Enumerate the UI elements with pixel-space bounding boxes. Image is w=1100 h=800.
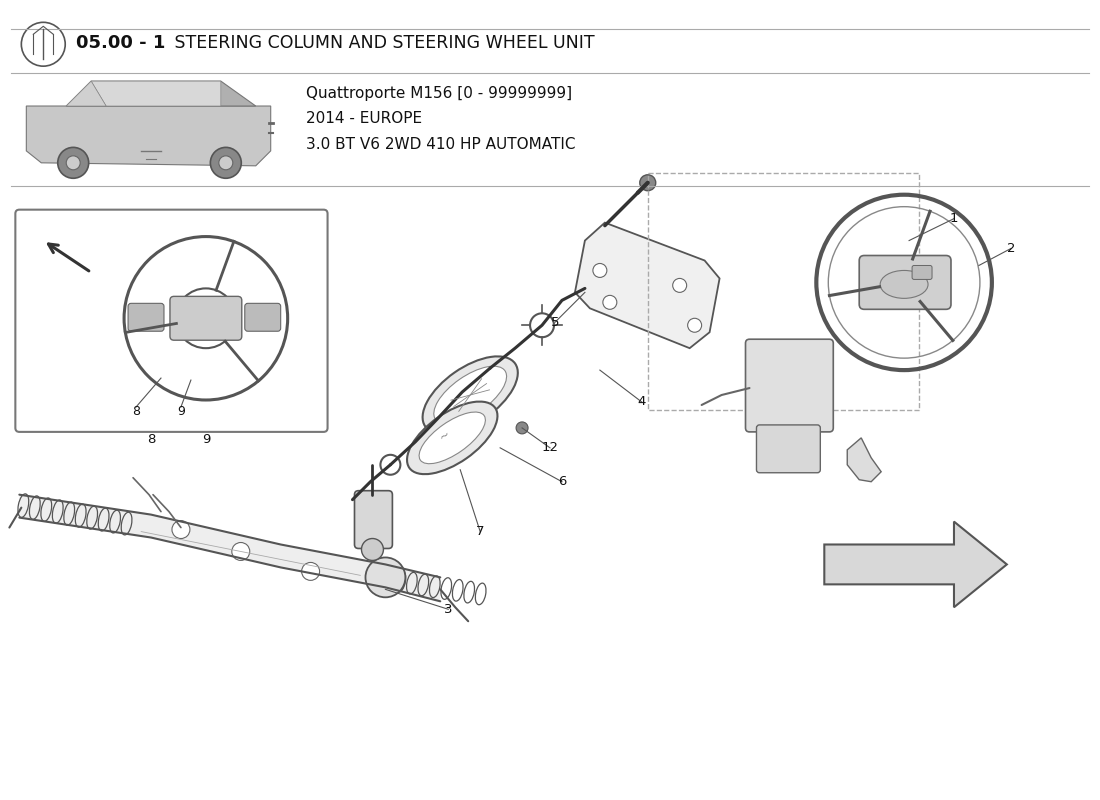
Circle shape (481, 358, 500, 378)
Circle shape (66, 156, 80, 170)
Ellipse shape (407, 402, 497, 474)
Text: STEERING COLUMN AND STEERING WHEEL UNIT: STEERING COLUMN AND STEERING WHEEL UNIT (169, 34, 595, 52)
Circle shape (365, 558, 406, 598)
Polygon shape (20, 494, 440, 602)
Ellipse shape (422, 356, 518, 434)
Polygon shape (66, 81, 255, 106)
Circle shape (232, 542, 250, 561)
Circle shape (530, 314, 554, 338)
Text: ~: ~ (437, 427, 452, 444)
Polygon shape (26, 106, 271, 166)
Circle shape (210, 147, 241, 178)
Ellipse shape (880, 270, 928, 298)
Text: 3: 3 (444, 602, 452, 616)
Text: 05.00 - 1: 05.00 - 1 (76, 34, 166, 52)
Polygon shape (575, 222, 719, 348)
Circle shape (688, 318, 702, 332)
Circle shape (301, 562, 320, 580)
Circle shape (516, 422, 528, 434)
FancyBboxPatch shape (746, 339, 834, 432)
Circle shape (362, 538, 384, 561)
Circle shape (673, 278, 686, 292)
Text: 8: 8 (146, 434, 155, 446)
Text: 9: 9 (177, 406, 185, 418)
Ellipse shape (419, 412, 485, 464)
Polygon shape (824, 522, 1006, 607)
Circle shape (593, 263, 607, 278)
FancyBboxPatch shape (912, 266, 932, 279)
Circle shape (381, 455, 400, 474)
FancyBboxPatch shape (859, 255, 952, 310)
Text: 2: 2 (1006, 242, 1015, 255)
Polygon shape (66, 81, 106, 106)
Circle shape (219, 156, 233, 170)
Circle shape (879, 258, 930, 307)
Ellipse shape (433, 366, 507, 424)
Text: 4: 4 (638, 395, 646, 409)
Circle shape (603, 295, 617, 310)
FancyBboxPatch shape (245, 303, 280, 331)
Text: 6: 6 (558, 475, 566, 488)
FancyBboxPatch shape (354, 490, 393, 549)
FancyBboxPatch shape (15, 210, 328, 432)
FancyBboxPatch shape (757, 425, 821, 473)
Text: 8: 8 (132, 406, 140, 418)
Text: 9: 9 (201, 434, 210, 446)
Circle shape (172, 521, 190, 538)
Text: 2014 - EUROPE: 2014 - EUROPE (306, 111, 421, 126)
Text: 1: 1 (949, 212, 958, 225)
Text: 7: 7 (476, 525, 484, 538)
Text: 5: 5 (551, 316, 559, 329)
Text: 3.0 BT V6 2WD 410 HP AUTOMATIC: 3.0 BT V6 2WD 410 HP AUTOMATIC (306, 138, 575, 152)
Circle shape (640, 174, 656, 190)
Text: Quattroporte M156 [0 - 99999999]: Quattroporte M156 [0 - 99999999] (306, 86, 572, 101)
FancyBboxPatch shape (128, 303, 164, 331)
Polygon shape (847, 438, 881, 482)
FancyBboxPatch shape (170, 296, 242, 340)
Circle shape (57, 147, 89, 178)
Text: 12: 12 (541, 442, 559, 454)
Polygon shape (91, 81, 221, 106)
